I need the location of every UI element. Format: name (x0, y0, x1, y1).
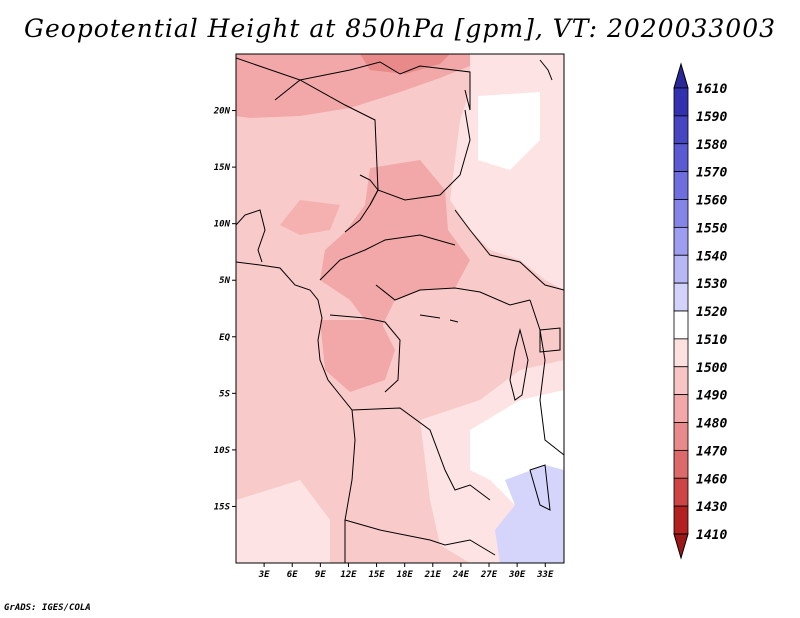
lon-tick-label: 9E (315, 570, 326, 580)
lake-tanganyika (509, 328, 529, 401)
colorbar-top-arrow (673, 62, 689, 89)
drc-north-border (375, 284, 531, 306)
lon-tick-label: 30E (508, 570, 526, 580)
colorbar-swatch (673, 310, 689, 340)
lon-tick-label: 3E (258, 570, 270, 580)
colorbar-label: 1480 (696, 417, 727, 432)
lat-tick-label: 10N (214, 220, 231, 230)
west-border (236, 209, 266, 263)
colorbar: 1610 1590 1580 1570 1560 1550 1540 1530 1520 1510… (673, 62, 727, 560)
colorbar-label: 1560 (696, 194, 727, 209)
field-sudan-white (478, 92, 540, 170)
car-border (319, 234, 456, 281)
colorbar-swatch (673, 171, 689, 200)
colorbar-swatch (673, 477, 689, 507)
car-sudan-border (454, 209, 564, 291)
sahara-border (236, 57, 471, 111)
field-gabon-dark (320, 320, 395, 392)
colorbar-swatch (673, 199, 689, 228)
shaded-field (236, 54, 564, 563)
colorbar-label: 1430 (696, 500, 727, 515)
field-central-dark (320, 160, 470, 330)
coast-and-borders (236, 57, 564, 563)
colorbar-label: 1540 (696, 249, 727, 264)
plot-title: Geopotential Height at 850hPa [gpm], VT:… (23, 14, 777, 43)
lat-ticks: 20N 15N 10N 5N EQ 5S 10S 15S (213, 107, 236, 512)
lat-tick-label: 5S (219, 389, 230, 399)
nile-region (539, 59, 553, 81)
lat-tick-label: 5N (219, 276, 230, 286)
colorbar-swatch (673, 338, 689, 368)
east-border (529, 299, 564, 456)
colorbar-label: 1460 (696, 472, 727, 487)
lat-tick-label: 10S (214, 446, 231, 456)
credit-label: GrADS: IGES/COLA (4, 603, 91, 613)
lon-tick-label: 6E (287, 570, 298, 580)
congo-gabon-border (329, 314, 401, 393)
colorbar-label: 1500 (696, 361, 727, 376)
colorbar-label: 1610 (696, 82, 727, 97)
lat-tick-label: EQ (219, 333, 230, 343)
field-north-dark (236, 54, 564, 118)
colorbar-swatch (673, 282, 689, 312)
map-frame (235, 53, 565, 564)
colorbar-label: 1580 (696, 138, 727, 153)
lon-tick-label: 27E (480, 570, 498, 580)
colorbar-label: 1470 (696, 444, 727, 459)
angola-south-border (344, 519, 496, 556)
field-lavender-low (495, 465, 564, 563)
colorbar-label: 1570 (696, 166, 727, 181)
lon-tick-label: 18E (397, 570, 414, 580)
lon-tick-label: 12E (340, 570, 357, 580)
colorbar-label: 1550 (696, 221, 727, 236)
cameroon-nigeria-border (344, 174, 379, 233)
colorbar-swatch (673, 394, 689, 423)
colorbar-label: 1510 (696, 333, 727, 348)
lon-tick-label: 21E (424, 570, 442, 580)
colorbar-label: 1410 (696, 528, 727, 543)
colorbar-swatch (673, 254, 689, 284)
field-west-mid (280, 200, 340, 235)
colorbar-label: 1490 (696, 389, 727, 404)
field-southwest-light (236, 480, 330, 563)
angola-drc-border (351, 407, 491, 501)
lat-tick-label: 20N (213, 107, 231, 117)
colorbar-swatch (673, 226, 689, 256)
lon-tick-label: 24E (452, 570, 470, 580)
lon-tick-label: 15E (368, 570, 385, 580)
lon-ticks: 3E 6E 9E 12E 15E 18E 21E 24E 27E 30E 33E (258, 563, 554, 580)
river-congo (419, 314, 459, 323)
colorbar-bottom-arrow (673, 533, 689, 560)
field-north-darker (360, 54, 450, 74)
lon-tick-label: 33E (536, 570, 554, 580)
colorbar-label: 1590 (696, 110, 727, 125)
lake-malawi (529, 464, 551, 511)
atlantic-coastline (236, 261, 356, 563)
lat-tick-label: 15N (214, 163, 231, 173)
colorbar-swatch (673, 449, 689, 479)
colorbar-swatch (673, 143, 689, 173)
colorbar-swatch (673, 115, 689, 145)
colorbar-swatch (673, 505, 689, 535)
chad-sudan-border (377, 109, 471, 201)
colorbar-label: 1520 (696, 305, 727, 320)
colorbar-label: 1530 (696, 277, 727, 292)
lat-tick-label: 15S (214, 502, 231, 512)
colorbar-swatch (673, 422, 689, 451)
colorbar-swatch (673, 366, 689, 396)
colorbar-swatch (673, 87, 689, 117)
lake-victoria (539, 327, 561, 353)
